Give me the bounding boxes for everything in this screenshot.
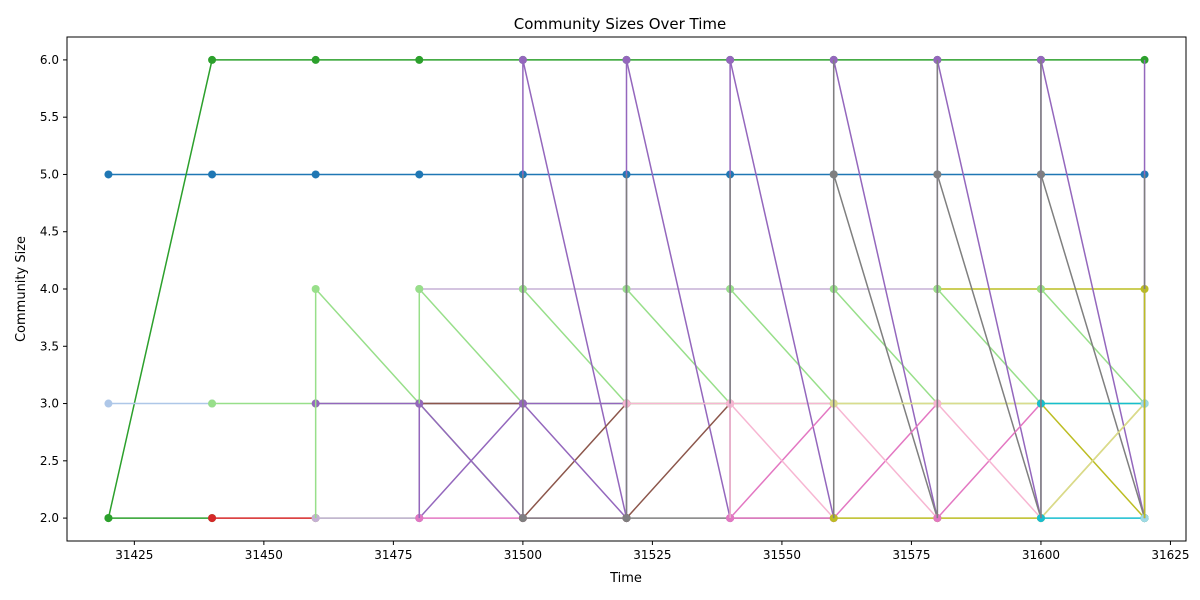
x-tick-label: 31625	[1151, 548, 1189, 562]
x-tick-label: 31600	[1022, 548, 1060, 562]
series-line-49	[1040, 403, 1146, 519]
series-line-43	[936, 403, 1042, 519]
y-tick-label: 3.5	[40, 339, 59, 353]
series-line-22	[625, 59, 731, 519]
data-point	[208, 399, 217, 408]
series-line-35	[833, 403, 938, 519]
series-line-21	[625, 288, 731, 405]
series-line-11	[418, 288, 524, 405]
series-line-40	[936, 59, 1042, 519]
data-point	[311, 170, 320, 179]
y-tick-label: 5.0	[40, 167, 59, 181]
x-tick-label: 31525	[633, 548, 671, 562]
series-line-41	[936, 174, 1042, 519]
series-lines	[104, 55, 1149, 523]
x-tick-label: 31425	[115, 548, 153, 562]
series-line-23	[625, 403, 731, 519]
y-axis-label: Community Size	[14, 236, 29, 342]
series-line-29	[729, 403, 835, 519]
data-point	[104, 514, 113, 523]
y-tick-label: 3.0	[40, 397, 59, 411]
data-point	[208, 170, 217, 179]
series-line-33	[833, 174, 939, 519]
series-line-19	[522, 403, 628, 519]
x-tick-label: 31475	[374, 548, 412, 562]
data-point	[208, 514, 217, 523]
data-point	[415, 170, 424, 179]
series-line-17	[522, 59, 628, 519]
y-tick-label: 2.5	[40, 454, 59, 468]
series-line-46	[1040, 174, 1146, 519]
data-point	[104, 399, 113, 408]
y-tick-label: 4.5	[40, 225, 59, 239]
series-line-14	[418, 403, 524, 519]
y-tick-label: 4.0	[40, 282, 59, 296]
chart-title: Community Sizes Over Time	[514, 15, 727, 33]
data-point	[208, 55, 217, 64]
series-line-45	[1040, 59, 1146, 519]
y-tick-label: 6.0	[40, 53, 59, 67]
x-tick-label: 31500	[504, 548, 542, 562]
x-axis-label: Time	[609, 571, 642, 586]
series-line-26	[729, 288, 835, 405]
x-tick-label: 31550	[763, 548, 801, 562]
x-tick-label: 31575	[892, 548, 930, 562]
y-tick-label: 5.5	[40, 110, 59, 124]
data-point	[104, 170, 113, 179]
y-axis: 2.0 2.5 3.0 3.5 4.0 4.5 5.0 5.5 6.0	[40, 53, 67, 525]
y-tick-label: 2.0	[40, 511, 59, 525]
x-axis: 31425 31450 31475 31500 31525 31550 31575 31600…	[115, 541, 1190, 562]
series-line-27	[729, 59, 835, 519]
x-tick-label: 31450	[245, 548, 283, 562]
series-line-32	[832, 59, 939, 519]
data-point	[415, 55, 424, 64]
data-point	[311, 55, 320, 64]
